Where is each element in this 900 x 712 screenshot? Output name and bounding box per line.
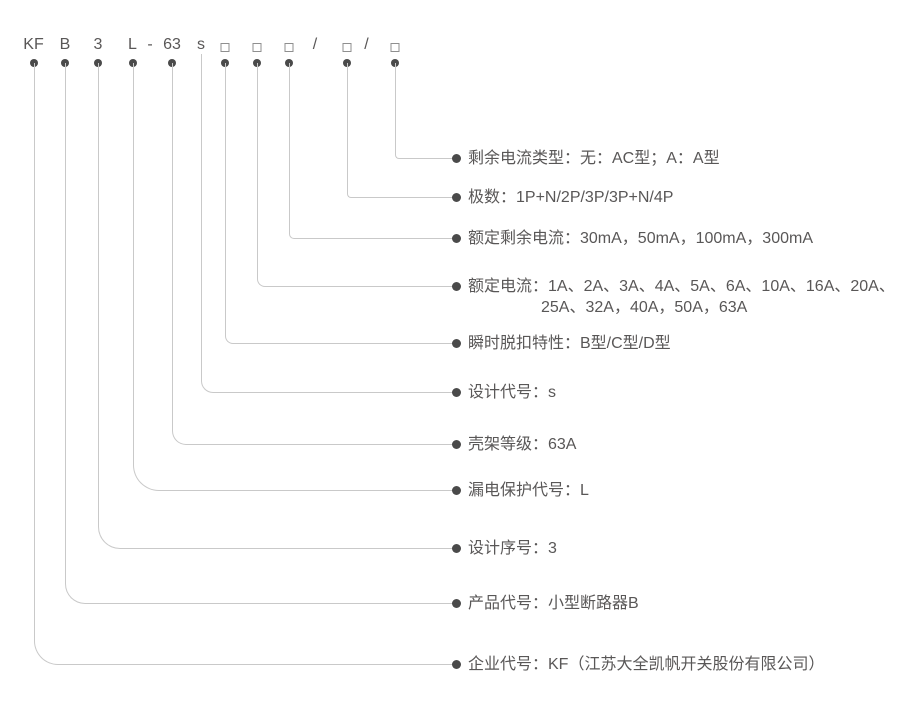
spec-label-residual-current-type: 剩余电流类型：无：AC型；A：A型: [468, 148, 720, 169]
spec-label-rated-current-line-1: 额定电流：1A、2A、3A、4A、5A、6A、10A、16A、20A、: [468, 277, 895, 295]
spec-label-company-code-line-1: 企业代号：KF（江苏大全凯帆开关股份有限公司）: [468, 655, 825, 673]
spec-label-leakage-protection-code: 漏电保护代号：L: [468, 480, 589, 501]
spec-label-frame-rating: 壳架等级：63A: [468, 434, 576, 455]
spec-label-residual-current-type-line-1: 剩余电流类型：无：AC型；A：A型: [468, 149, 720, 167]
label-bullet-icon: [452, 543, 461, 553]
connector-rated-current: [256, 62, 457, 287]
connector-residual-current-type: [395, 62, 457, 159]
spec-label-design-serial-number-line-1: 设计序号：3: [468, 539, 557, 557]
connector-poles: [347, 62, 457, 198]
spec-label-rated-current-line-2: 25A、32A，40A，50A，63A: [541, 298, 748, 316]
connector-frame-rating: [172, 62, 457, 445]
spec-label-rated-residual-current-line-1: 额定剩余电流：30mA，50mA，100mA，300mA: [468, 229, 813, 247]
label-bullet-icon: [452, 598, 461, 608]
code-symbol-slash-1: /: [312, 36, 318, 53]
connector-design-serial-number: [98, 62, 457, 549]
label-bullet-icon: [452, 192, 461, 202]
label-bullet-icon: [452, 281, 461, 291]
code-symbol-kf: KF: [23, 36, 44, 53]
label-bullet-icon: [452, 659, 461, 669]
spec-label-instantaneous-trip-characteristic-line-1: 瞬时脱扣特性：B型/C型/D型: [468, 334, 671, 352]
connector-product-code: [65, 62, 457, 604]
connector-instantaneous-trip-characteristic: [224, 62, 457, 344]
code-symbol-b: B: [59, 36, 71, 53]
spec-label-rated-current: 额定电流：1A、2A、3A、4A、5A、6A、10A、16A、20A、 25A、3…: [468, 276, 895, 318]
spec-label-design-serial-number: 设计序号：3: [468, 538, 557, 559]
label-bullet-icon: [452, 338, 461, 348]
spec-label-poles: 极数：1P+N/2P/3P/3P+N/4P: [468, 187, 673, 208]
label-bullet-icon: [452, 485, 461, 495]
spec-label-design-code: 设计代号：s: [468, 382, 556, 403]
code-symbol-l: L: [128, 36, 137, 53]
code-symbol-box-5: [390, 43, 400, 52]
spec-label-instantaneous-trip-characteristic: 瞬时脱扣特性：B型/C型/D型: [468, 333, 671, 354]
label-bullet-icon: [452, 439, 461, 449]
code-symbol-s: s: [197, 36, 205, 53]
connector-rated-residual-current: [288, 62, 457, 239]
connector-design-code: [201, 54, 457, 393]
connector-company-code: [33, 62, 457, 665]
code-symbol-box-2: [252, 43, 261, 52]
spec-label-frame-rating-line-1: 壳架等级：63A: [468, 435, 577, 453]
spec-label-company-code: 企业代号：KF（江苏大全凯帆开关股份有限公司）: [468, 654, 824, 675]
spec-label-poles-line-1: 极数：1P+N/2P/3P/3P+N/4P: [468, 188, 674, 206]
spec-label-rated-residual-current: 额定剩余电流：30mA，50mA，100mA，300mA: [468, 228, 813, 249]
label-bullet-icon: [452, 233, 461, 243]
code-symbol-slash-2: /: [364, 36, 369, 53]
code-symbol-box-4: [342, 43, 352, 52]
code-symbol-box-1: [220, 43, 229, 52]
spec-label-product-code: 产品代号：小型断路器B: [468, 593, 639, 614]
spec-label-leakage-protection-code-line-1: 漏电保护代号：L: [468, 481, 589, 499]
code-symbol-3: 3: [93, 36, 103, 53]
code-symbol-box-3: [284, 43, 293, 52]
code-symbol-dash: -: [147, 36, 153, 53]
label-bullet-icon: [452, 153, 461, 163]
spec-label-product-code-line-1: 产品代号：小型断路器B: [468, 594, 639, 612]
spec-label-design-code-line-1: 设计代号：s: [468, 383, 557, 401]
code-symbol-63: 63: [163, 36, 181, 53]
connector-leakage-protection-code: [132, 62, 457, 491]
label-bullet-icon: [452, 387, 461, 397]
